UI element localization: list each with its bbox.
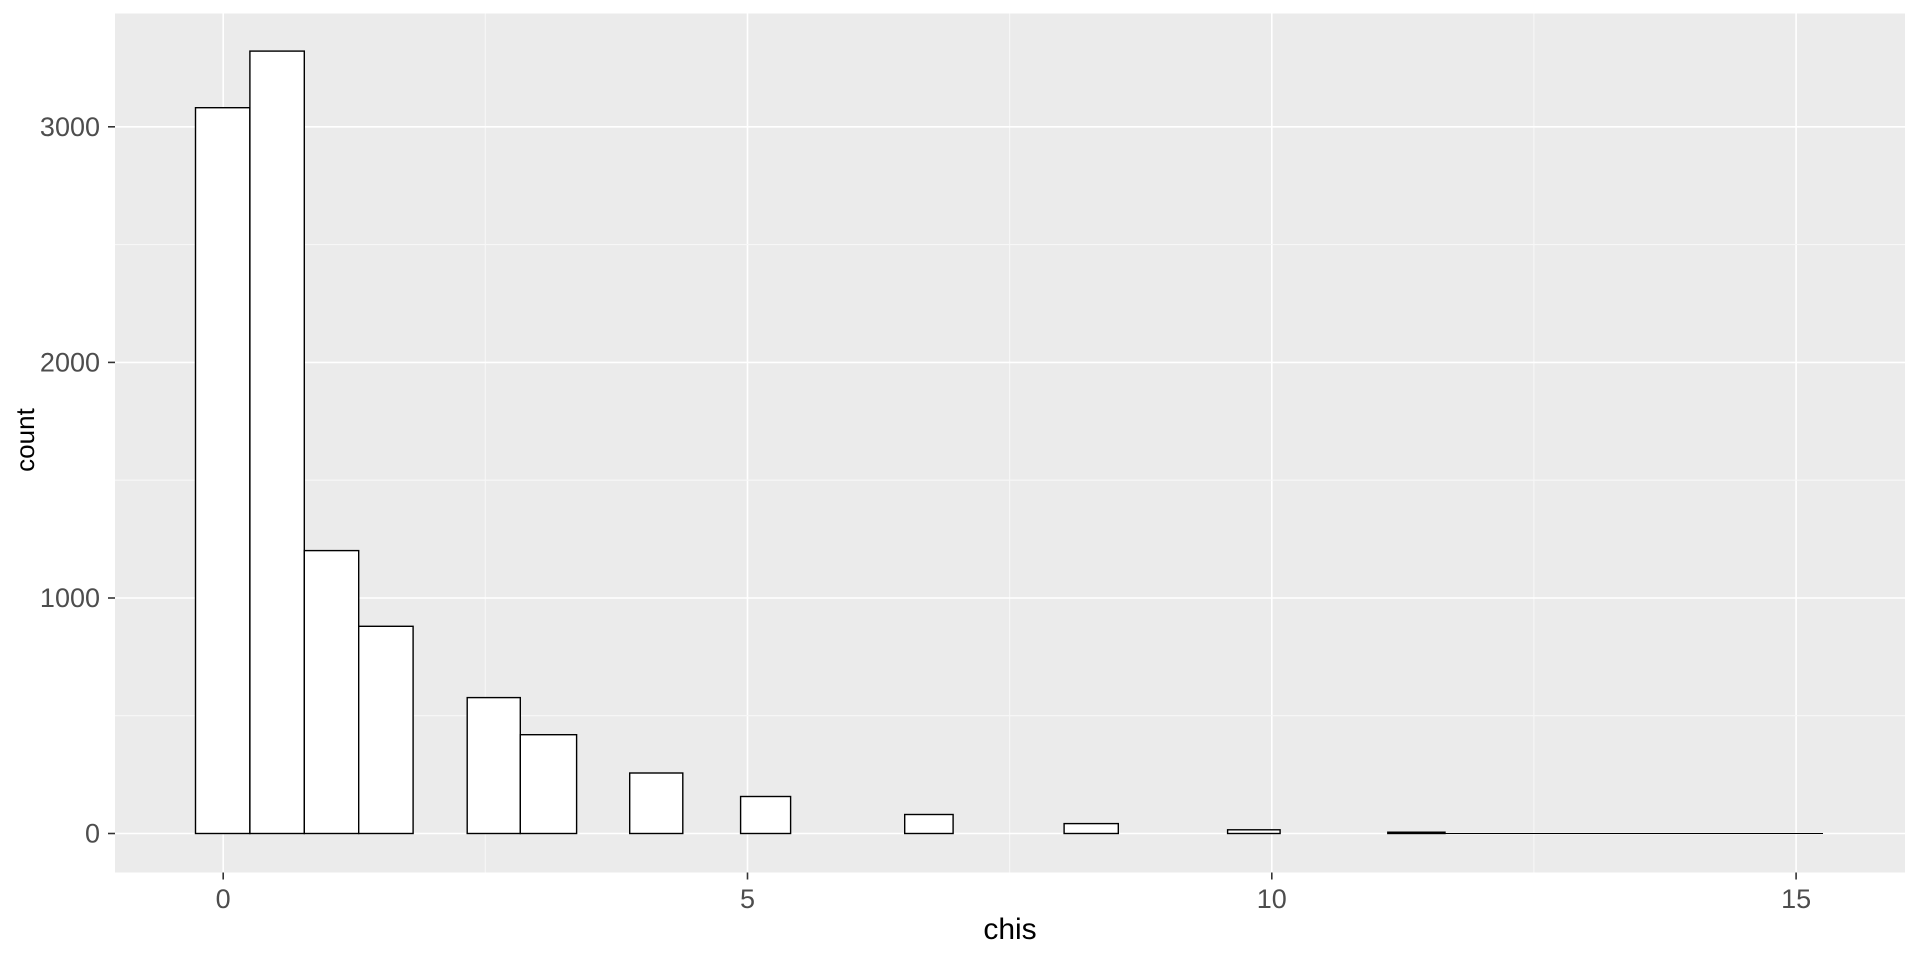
- svg-text:3000: 3000: [40, 112, 100, 142]
- svg-text:15: 15: [1781, 884, 1811, 914]
- svg-text:10: 10: [1257, 884, 1287, 914]
- svg-text:0: 0: [216, 884, 231, 914]
- svg-text:5: 5: [740, 884, 755, 914]
- svg-text:count: count: [10, 407, 40, 471]
- svg-text:chis: chis: [983, 913, 1036, 946]
- svg-text:2000: 2000: [40, 347, 100, 377]
- svg-text:0: 0: [85, 819, 100, 849]
- svg-text:1000: 1000: [40, 583, 100, 613]
